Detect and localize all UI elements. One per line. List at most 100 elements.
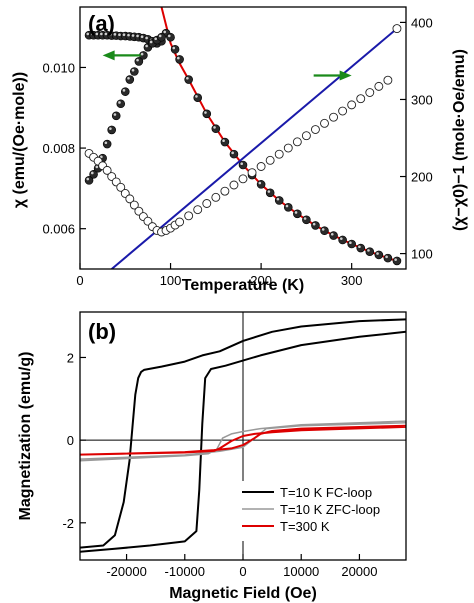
panel-a-series-0-point-20: [175, 55, 184, 64]
panel-a-series-2-point-25: [220, 186, 230, 196]
panel-a-series-2-point-20: [175, 217, 185, 227]
panel-a-series-0-point-5-highlight: [109, 33, 112, 36]
panel-a-series-2-point-7: [116, 182, 126, 192]
panel-b: -20000 -10000 0 10000 20000 -2 0 2 (b) Magnetic…: [17, 311, 407, 602]
panel-a-series-0-point-18: [166, 32, 175, 42]
panel-b-series-0: [80, 318, 406, 553]
panel-a-x-tick-label-2: 200: [250, 273, 272, 288]
panel-a-series-1-point-16: [157, 32, 166, 42]
panel-a-series-0-point-3-highlight: [100, 32, 103, 36]
panel-a-series-1-point-12-highlight: [140, 52, 144, 56]
panel-b-y-tick-label-0: -2: [62, 516, 74, 531]
panel-a-series-2-point-37: [329, 112, 339, 122]
legend-label-rt: T=300 K: [280, 519, 330, 534]
panel-b-frame: [79, 311, 407, 561]
panel-a-frame: [79, 6, 407, 270]
panel-a-series-0-point-34: [302, 215, 311, 225]
panel-a-label: (a): [88, 11, 115, 36]
panel-a-series-0-point-8-highlight: [122, 33, 126, 37]
panel-a-series-2-point-30: [265, 155, 275, 165]
panel-a-series-0-point-22: [193, 93, 203, 102]
panel-a-series-0-point-25: [220, 137, 230, 147]
panel-a-series-2-point-27: [238, 174, 248, 184]
panel-a-series-2-point-44: [392, 24, 402, 34]
panel-a-series-0-point-30: [265, 188, 275, 198]
panel-a-series-0-point-34-highlight: [303, 217, 307, 220]
panel-b-series-1: [80, 420, 406, 462]
panel-a: 0 100 200 300 0.006 0.008 0.010 100 200 300 400 (a…: [11, 6, 468, 294]
panel-a-series-2-point-28: [247, 168, 257, 178]
panel-a-series-0-point-21: [184, 75, 193, 84]
panel-a-series-2-point-21: [184, 211, 194, 221]
panel-a-series-1-point-4-highlight: [104, 141, 108, 145]
panel-a-series-0-point-44: [392, 256, 402, 266]
panel-a-series-2-point-36: [320, 118, 329, 128]
panel-a-series-0-point-42: [374, 250, 384, 260]
panel-a-series-2-point-41: [365, 88, 375, 97]
panel-a-series-0-point-27-highlight: [240, 162, 243, 166]
panel-a-series-0-point-39-highlight: [349, 241, 352, 245]
panel-a-x-axis-label: Temperature (K): [182, 277, 304, 294]
panel-a-series-0-point-23-highlight: [204, 111, 207, 114]
panel-a-series-0-point-40-highlight: [358, 245, 361, 249]
panel-a-series-0-point-17-highlight: [163, 30, 167, 34]
panel-a-series-0-point-18-highlight: [167, 34, 171, 38]
panel-a-series-2-point-32: [283, 143, 293, 153]
panel-a-series-0-point-25-highlight: [222, 139, 225, 143]
panel-a-series-0-point-31-highlight: [276, 197, 280, 201]
panel-a-series-0-point-26: [229, 149, 239, 159]
panel-a-series-1-point-14-highlight: [149, 40, 153, 44]
panel-a-series-0-point-24-highlight: [213, 126, 216, 129]
panel-a-series-0-point-22-highlight: [195, 95, 198, 98]
panel-a-series-2-point-34: [301, 131, 311, 141]
panel-a-series-2-point-24: [211, 192, 221, 202]
panel-b-x-tick-label-0: -20000: [106, 564, 146, 579]
panel-a-series-0-point-41-highlight: [367, 249, 370, 252]
panel-a-series-0-point-10-highlight: [131, 34, 135, 37]
panel-a-series-0-point-41: [365, 247, 375, 256]
panel-b-x-tick-label-3: 10000: [283, 564, 319, 579]
panel-a-series-2-point-42: [374, 81, 384, 91]
panel-a-left-tick-label-0: 0.006: [42, 222, 75, 237]
panel-a-series-1-point-9: [125, 75, 135, 84]
panel-a-series-0-point-12-highlight: [140, 35, 144, 39]
panel-a-series-0-point-29: [256, 180, 266, 189]
panel-a-right-tick-label-0: 100: [411, 247, 433, 262]
panel-a-series-0-point-33: [293, 209, 302, 219]
panel-a-series-0-point-40: [356, 243, 366, 253]
panel-b-series-2: [80, 424, 406, 456]
panel-a-series-0-point-2-highlight: [95, 32, 99, 36]
panel-a-series-0-point-39: [347, 239, 356, 249]
panel-a-series-0-point-24: [211, 124, 221, 134]
panel-a-series-1-point-1-highlight: [90, 171, 94, 175]
panel-a-series-1-point-5: [107, 125, 116, 135]
panel-a-series-2-point-22: [193, 205, 203, 215]
panel-a-series-0-point-31: [274, 196, 284, 205]
panel-a-series-2-point-10: [129, 200, 139, 210]
panel-a-series-0-point-43: [383, 253, 393, 263]
panel-a-series-0-point-6-highlight: [113, 33, 117, 36]
panel-a-series-2-point-29: [256, 162, 266, 171]
panel-a-series-0-point-44-highlight: [394, 258, 397, 261]
panel-a-series-0-point-27: [238, 160, 248, 170]
panel-b-y-tick-label-2: 2: [67, 350, 74, 365]
panel-a-series-2-point-33: [292, 137, 302, 147]
panel-a-series-1-point-6: [111, 111, 121, 121]
panel-a-series-0-point-32-highlight: [285, 204, 289, 208]
panel-a-left-y-axis-label: χ (emu/(Oe·mole)): [11, 72, 28, 208]
panel-a-series-0-point-23: [202, 109, 212, 119]
panel-a-series-1-point-9-highlight: [127, 76, 130, 80]
panel-a-series-2-point-4: [102, 165, 112, 175]
panel-a-series-2-point-35: [310, 125, 320, 134]
panel-a-series-0-point-19: [170, 45, 180, 54]
panel-a-series-0-point-29-highlight: [258, 181, 262, 185]
panel-a-series-0-point-37: [329, 231, 338, 240]
panel-a-series-0-point-33-highlight: [294, 211, 298, 214]
panel-a-series-0-point-37-highlight: [330, 232, 334, 236]
panel-a-series-0-point-11-highlight: [136, 34, 139, 38]
panel-a-series-0-point-7-highlight: [118, 33, 121, 37]
panel-a-series-0-point-4-highlight: [104, 32, 108, 36]
panel-b-x-axis-label: Magnetic Field (Oe): [169, 585, 317, 602]
panel-a-right-tick-label-1: 200: [411, 170, 433, 185]
